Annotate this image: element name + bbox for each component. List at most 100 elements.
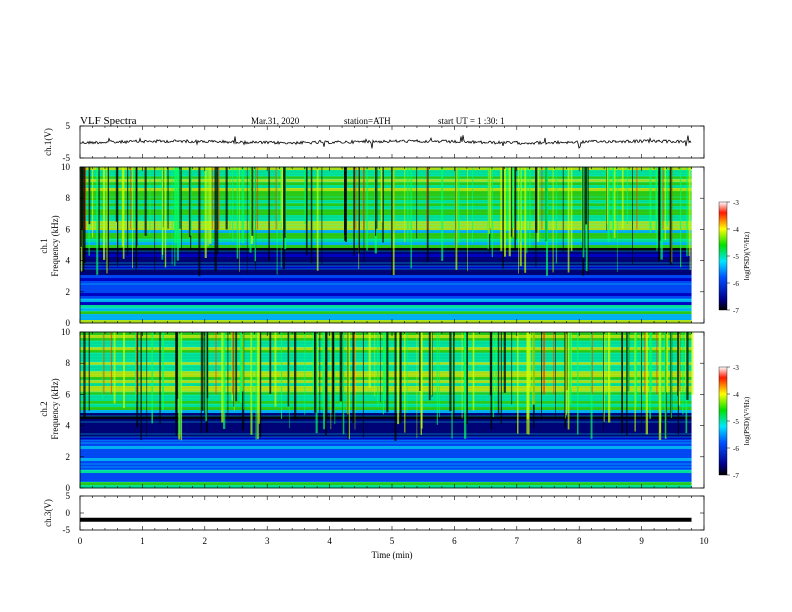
ch2-spectrogram-streak bbox=[495, 332, 497, 397]
ch2-spectrogram-band bbox=[80, 470, 692, 474]
ch2-spectrogram-streak bbox=[686, 332, 689, 400]
ch1-spectrogram-streak bbox=[232, 167, 234, 242]
ch2-spectrogram-band bbox=[80, 467, 692, 471]
ch1-spectrogram-streak bbox=[106, 167, 108, 274]
ch1-spectrogram-streak bbox=[581, 167, 583, 242]
ch1-spectrogram-streak bbox=[617, 167, 618, 272]
ch1-spectrogram-band bbox=[80, 263, 692, 267]
ch2-spectrogram-band bbox=[80, 410, 692, 414]
x-tick-label: 0 bbox=[78, 536, 83, 546]
ch2-spectrogram-streak bbox=[239, 332, 243, 403]
ch1-spectrogram-band bbox=[80, 293, 692, 297]
ch1-spectrogram-streak bbox=[612, 167, 615, 232]
ch2-spectrogram-streak bbox=[436, 332, 438, 425]
ch1-spectrogram-streak bbox=[552, 167, 554, 273]
ch2-spectrogram-streak bbox=[250, 332, 253, 435]
ch1-spectrogram-streak bbox=[689, 167, 691, 270]
ch2-spectrogram-band bbox=[80, 443, 692, 447]
ch1-spectrogram-streak bbox=[541, 167, 543, 230]
ch1-spectrogram-streak bbox=[626, 167, 628, 224]
colorbar-tick-label: -3 bbox=[733, 364, 739, 372]
ch2-spectrogram-streak bbox=[431, 332, 433, 396]
ch2-spectrogram-band bbox=[80, 458, 692, 462]
ch1-spectrogram-band bbox=[80, 296, 692, 300]
ch2-spectrogram-streak bbox=[159, 332, 161, 424]
ch2-spectrogram-streak bbox=[227, 332, 229, 417]
ch2-spectrogram-streak bbox=[110, 332, 112, 395]
ch2-spectrogram-streak bbox=[347, 332, 349, 440]
ch1-spectrogram-band bbox=[80, 272, 692, 276]
ch2-spectrogram-streak bbox=[682, 332, 684, 415]
ch1-spectrogram-band bbox=[80, 215, 692, 219]
ch1-spectrogram-streak bbox=[198, 167, 201, 277]
ch2-spectrogram-streak bbox=[626, 332, 628, 436]
ch1-spectrogram-band bbox=[80, 248, 692, 252]
ch1-spectrogram-band bbox=[80, 320, 692, 324]
ch2-spectrogram-streak bbox=[567, 332, 570, 430]
start-time-label: start UT = 1 :30: 1 bbox=[438, 116, 505, 126]
ch2-spectrogram-streak bbox=[206, 332, 209, 399]
ch1-spectrogram-band bbox=[80, 221, 692, 225]
ch1-spectrogram-streak bbox=[171, 167, 173, 265]
ch1-spectrogram-streak bbox=[375, 167, 377, 236]
ch2-spectrogram-streak bbox=[603, 332, 604, 430]
ch1-spectrogram-streak bbox=[174, 167, 177, 243]
ch1-spectrogram-streak bbox=[135, 167, 138, 269]
ch1-spectrogram-streak bbox=[229, 167, 231, 236]
ch2-spectrogram-streak bbox=[541, 332, 542, 420]
ch1-spectrogram-band bbox=[80, 275, 692, 279]
ch2-spectrogram-streak bbox=[489, 332, 492, 396]
y-tick-label: 8 bbox=[66, 358, 71, 368]
ch2-spectrogram-streak bbox=[397, 332, 400, 425]
ch1-spectrogram-band bbox=[80, 233, 692, 237]
ch2-spectrogram-band bbox=[80, 434, 692, 438]
colorbar-tick-label: -7 bbox=[733, 472, 739, 480]
ch2-spectrogram-streak bbox=[200, 332, 202, 434]
ch1-spectrogram-streak bbox=[489, 167, 492, 228]
ch2-spectrogram-streak bbox=[180, 332, 182, 438]
ch1-spectrogram-streak bbox=[376, 167, 378, 229]
ch2-spectrogram-streak bbox=[420, 332, 423, 429]
ch1-spectrogram-streak bbox=[605, 167, 608, 225]
ch2-spectrogram-streak bbox=[464, 332, 467, 439]
ch1-spectrogram-streak bbox=[537, 167, 540, 242]
ch2-spectrogram-streak bbox=[362, 332, 364, 438]
ch1-spectrogram-streak bbox=[502, 167, 504, 269]
ch2-spectrogram-streak bbox=[354, 332, 355, 395]
ch1-spectrogram-band bbox=[80, 176, 692, 180]
ch1-spectrogram-streak bbox=[671, 167, 673, 263]
ch1-spectrogram-streak bbox=[506, 167, 509, 231]
ch1-spectrogram-streak bbox=[353, 167, 355, 256]
ch1-spectrogram-band bbox=[80, 236, 692, 240]
ch1-spectrogram-streak bbox=[666, 167, 669, 226]
ch2-spectrogram-band bbox=[80, 404, 692, 408]
ch1-spectrogram-band bbox=[80, 209, 692, 213]
ch2-spectrogram-streak bbox=[258, 332, 261, 424]
ch2-spectrogram-streak bbox=[608, 332, 611, 423]
ch1-spectrogram-streak bbox=[546, 167, 548, 276]
ch1-spectrogram-streak bbox=[621, 167, 624, 229]
ch1-spectrogram-streak bbox=[366, 167, 368, 251]
ch2-spectrogram-streak bbox=[428, 332, 431, 401]
ch1-spectrogram-band bbox=[80, 299, 692, 303]
ch2-spectrogram-streak bbox=[162, 332, 164, 410]
ch2-spectrogram-streak bbox=[451, 332, 453, 439]
ch2-spectrogram-streak bbox=[180, 332, 183, 441]
ch1-spectrogram-streak bbox=[98, 167, 100, 249]
ch1-spectrogram-streak bbox=[416, 167, 418, 239]
ch1-spectrogram-band bbox=[80, 260, 692, 264]
ch1-spectrogram-streak bbox=[117, 167, 119, 263]
ch2-spectrogram-band bbox=[80, 413, 692, 417]
colorbar-tick-label: -4 bbox=[733, 391, 739, 399]
colorbar-tick-label: -6 bbox=[733, 280, 739, 288]
ch1-spectrogram-streak bbox=[582, 167, 584, 250]
ch1-spectrogram-streak bbox=[358, 167, 360, 254]
ch2-spectrogram-streak bbox=[269, 332, 272, 394]
ch1-spectrogram-band bbox=[80, 239, 692, 243]
ch1-spectrogram-panel: 0 2 4 6 8 10 bbox=[61, 162, 705, 328]
ch1-spectrogram-streak bbox=[664, 167, 666, 241]
ch2-spectrogram-streak bbox=[83, 332, 86, 419]
ch1-spectrogram-streak bbox=[96, 167, 99, 275]
ch2-spectrogram-streak bbox=[223, 332, 226, 429]
